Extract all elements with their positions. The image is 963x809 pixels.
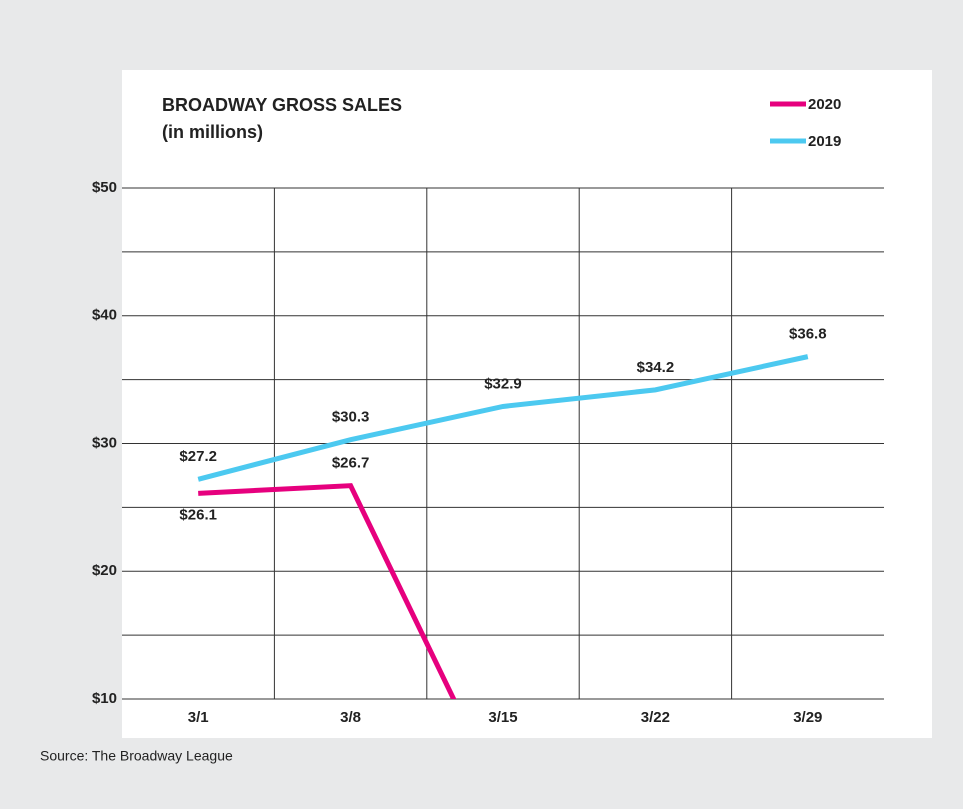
data-label: $26.7 bbox=[332, 455, 370, 472]
y-tick-label: $50 bbox=[92, 179, 117, 196]
legend-label: 2020 bbox=[808, 96, 841, 113]
chart-title: BROADWAY GROSS SALES bbox=[162, 95, 402, 115]
series-line bbox=[198, 483, 457, 699]
y-tick-label: $10 bbox=[92, 690, 117, 707]
x-tick-label: 3/22 bbox=[641, 709, 670, 726]
x-tick-label: 3/8 bbox=[340, 709, 361, 726]
y-tick-label: $30 bbox=[92, 434, 117, 451]
data-label: $30.3 bbox=[332, 409, 370, 426]
data-label: $34.2 bbox=[637, 359, 675, 376]
x-tick-label: 3/15 bbox=[488, 709, 517, 726]
y-tick-label: $40 bbox=[92, 307, 117, 324]
series-line bbox=[197, 354, 809, 482]
legend-label: 2019 bbox=[808, 133, 841, 150]
x-tick-label: 3/29 bbox=[793, 709, 822, 726]
y-tick-label: $20 bbox=[92, 562, 117, 579]
x-tick-label: 3/1 bbox=[188, 709, 209, 726]
chart-subtitle: (in millions) bbox=[162, 122, 263, 142]
data-label: $32.9 bbox=[484, 375, 522, 392]
source: Source: The Broadway League bbox=[40, 748, 233, 764]
data-label: $27.2 bbox=[179, 448, 217, 465]
plot-area bbox=[197, 354, 809, 699]
data-label: $26.1 bbox=[179, 506, 217, 523]
data-label: $36.8 bbox=[789, 326, 827, 343]
